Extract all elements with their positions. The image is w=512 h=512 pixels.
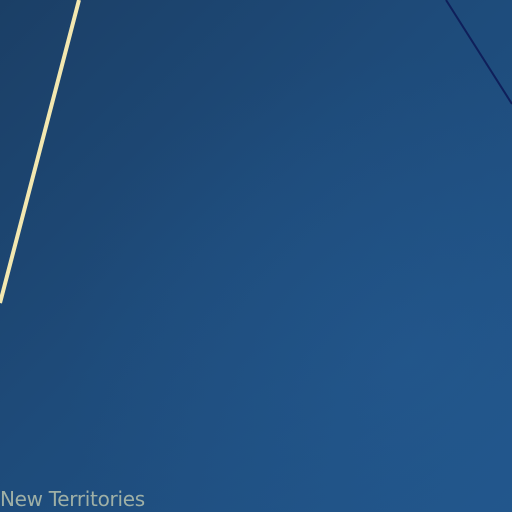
- primary-route-line[interactable]: [0, 0, 81, 304]
- region-label-new-territories: New Territories: [0, 487, 145, 511]
- secondary-route-line[interactable]: [445, 0, 512, 105]
